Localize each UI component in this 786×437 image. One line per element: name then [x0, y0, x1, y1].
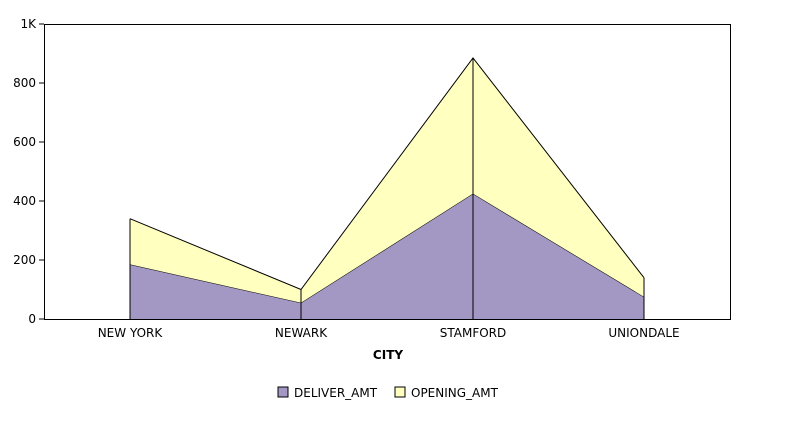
x-tick-label: NEW YORK [98, 326, 164, 340]
plot-frame [44, 24, 731, 320]
legend[interactable]: DELIVER_AMT OPENING_AMT [277, 386, 499, 400]
x-axis-title: CITY [373, 348, 403, 362]
y-axis: 0 200 400 600 800 1K [13, 17, 44, 326]
area-series-deliver-amt[interactable] [130, 193, 644, 319]
x-axis: NEW YORK NEWARK STAMFORD UNIONDALE [98, 326, 680, 340]
y-tick-label: 1K [20, 17, 37, 31]
plot-border [44, 24, 731, 320]
y-tick-label: 200 [13, 253, 36, 267]
y-tick-label: 400 [13, 194, 36, 208]
series-line-opening-amt [129, 57, 645, 291]
legend-swatch [277, 386, 289, 398]
area-series-group [129, 57, 645, 319]
legend-item-opening-amt[interactable]: OPENING_AMT [394, 386, 499, 400]
y-tick-label: 600 [13, 135, 36, 149]
legend-label: OPENING_AMT [411, 386, 499, 400]
x-tick-label: STAMFORD [440, 326, 507, 340]
y-tick-label: 0 [28, 312, 36, 326]
legend-item-deliver-amt[interactable]: DELIVER_AMT [277, 386, 378, 400]
legend-label: DELIVER_AMT [294, 386, 378, 400]
y-tick-label: 800 [13, 76, 36, 90]
legend-swatch [394, 386, 406, 398]
x-tick-label: NEWARK [275, 326, 328, 340]
area-series-opening-amt[interactable] [130, 57, 644, 303]
x-tick-label: UNIONDALE [608, 326, 679, 340]
